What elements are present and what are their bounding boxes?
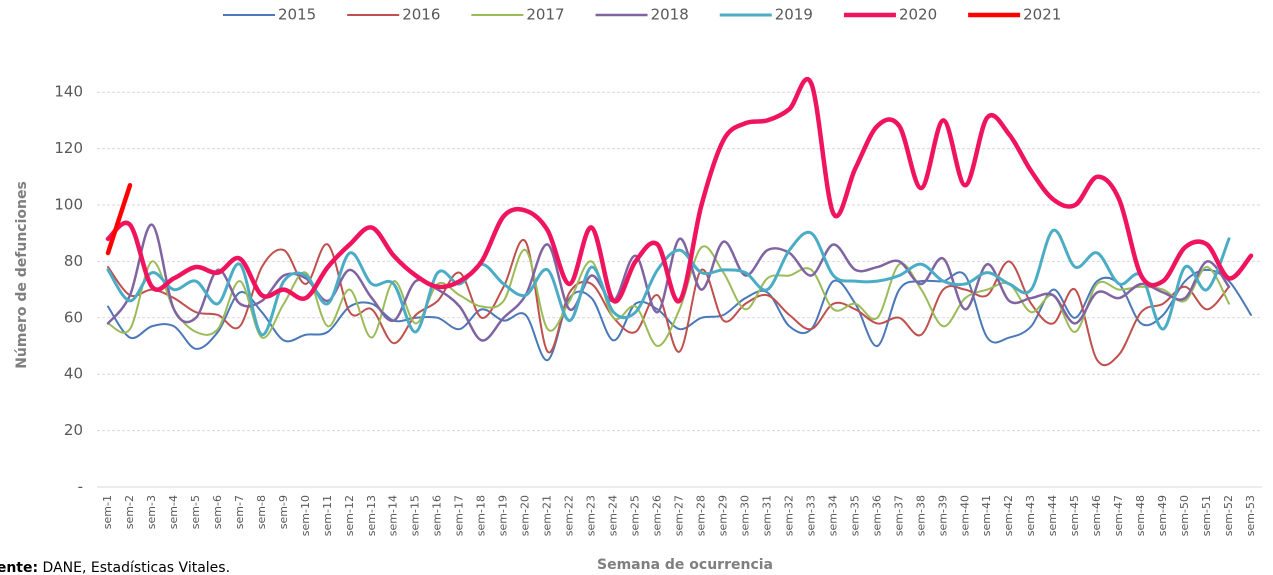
y-tick-label: 120 [54,139,83,157]
x-tick-label: sem-48 [1134,495,1147,536]
x-tick-label: sem-51 [1200,495,1213,536]
x-tick-label: sem-40 [958,495,971,536]
x-tick-label: sem-46 [1090,495,1103,536]
x-tick-label: sem-50 [1178,495,1191,536]
x-tick-label: sem-23 [585,495,598,536]
x-tick-label: sem-16 [431,495,444,536]
series-line [106,228,1231,337]
x-tick-label: sem-4 [167,495,180,529]
x-tick-label: sem-22 [563,495,576,536]
x-tick-label: sem-15 [409,495,422,536]
x-tick-label: sem-10 [299,495,312,536]
x-tick-label: sem-37 [892,495,905,536]
y-axis-title: Número de defunciones [14,181,30,369]
series-line [106,245,1231,347]
x-tick-label: sem-14 [387,495,400,536]
x-tick-label: sem-32 [782,495,795,536]
legend-label: 2020 [899,6,937,24]
y-tick-label: - [78,478,83,496]
y-tick-label: 100 [54,196,83,214]
legend-label: 2019 [775,6,813,24]
x-tick-label: sem-30 [738,495,751,536]
x-tick-label: sem-8 [255,495,268,529]
x-tick-label: sem-24 [607,495,620,536]
x-tick-label: sem-1 [101,495,114,529]
y-tick-label: 40 [64,365,83,383]
legend-label: 2021 [1023,6,1061,24]
x-tick-label: sem-26 [651,495,664,536]
x-tick-label: sem-45 [1068,495,1081,536]
x-tick-label: sem-41 [980,495,993,536]
x-tick-label: sem-42 [1002,495,1015,536]
x-tick-label: sem-47 [1112,495,1125,536]
source-label: Fuente: [0,560,38,575]
series-line [106,223,1231,342]
x-tick-label: sem-39 [936,495,949,536]
x-tick-label: sem-34 [826,495,839,536]
x-tick-label: sem-53 [1244,495,1257,536]
x-tick-label: sem-6 [211,495,224,529]
x-tick-label: sem-11 [321,495,334,536]
x-tick-label: sem-35 [848,495,861,536]
x-tick-label: sem-12 [343,495,356,536]
legend-label: 2017 [526,6,564,24]
series-line [105,76,1254,304]
x-tick-label: sem-49 [1156,495,1169,536]
x-tick-label: sem-25 [629,495,642,536]
y-tick-label: 60 [64,308,83,326]
legend-label: 2018 [651,6,689,24]
x-tick-label: sem-7 [233,495,246,529]
x-axis-title: Semana de ocurrencia [597,557,773,573]
legend-label: 2016 [402,6,440,24]
x-tick-label: sem-18 [475,495,488,536]
x-tick-label: sem-19 [497,495,510,536]
x-tick-label: sem-21 [541,495,554,536]
x-tick-label: sem-9 [277,495,290,529]
x-tick-label: sem-5 [189,495,202,529]
x-tick-label: sem-28 [694,495,707,536]
series-line [106,268,1253,362]
x-tick-label: sem-33 [804,495,817,536]
x-tick-label: sem-13 [365,495,378,536]
x-tick-label: sem-52 [1222,495,1235,536]
legend-label: 2015 [278,6,316,24]
y-tick-label: 140 [54,83,83,101]
x-tick-label: sem-31 [760,495,773,536]
x-tick-label: sem-44 [1046,495,1059,536]
x-tick-label: sem-17 [453,495,466,536]
y-tick-label: 80 [64,252,83,270]
x-tick-label: sem-29 [716,495,729,536]
x-tick-label: sem-20 [519,495,532,536]
x-tick-label: sem-27 [673,495,686,536]
x-tick-label: sem-43 [1024,495,1037,536]
x-tick-label: sem-2 [123,495,136,529]
source-text: DANE, Estadísticas Vitales. [43,560,230,575]
x-tick-label: sem-36 [870,495,883,536]
series-line [105,183,133,256]
y-tick-label: 20 [64,421,83,439]
source-note: Fuente: DANE, Estadísticas Vitales. [0,560,230,575]
x-tick-label: sem-3 [145,495,158,529]
x-tick-label: sem-38 [914,495,927,536]
